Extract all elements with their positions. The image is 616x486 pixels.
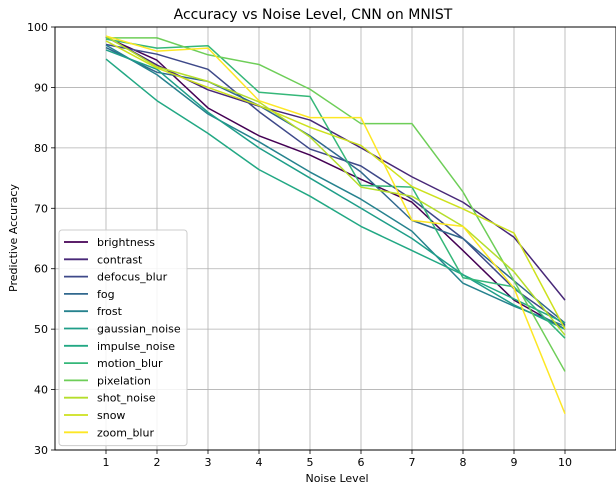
y-tick-label: 60 (34, 263, 48, 276)
y-tick-label: 30 (34, 444, 48, 457)
y-tick-label: 80 (34, 142, 48, 155)
legend-label: pixelation (97, 374, 151, 387)
legend-label: shot_noise (97, 392, 156, 405)
series-line-defocus-blur (105, 43, 566, 326)
x-tick-label: 5 (307, 456, 314, 469)
x-tick-label: 3 (205, 456, 212, 469)
x-axis-label: Noise Level (305, 472, 368, 485)
y-tick-label: 90 (34, 81, 48, 94)
x-tick-label: 8 (460, 456, 467, 469)
y-tick-label: 40 (34, 384, 48, 397)
y-axis-ticks: 30 40 50 60 70 80 90 100 (27, 21, 55, 457)
legend-label: fog (97, 288, 115, 301)
x-tick-label: 7 (409, 456, 416, 469)
legend-label: motion_blur (97, 357, 163, 370)
series-layer (105, 35, 566, 415)
series-line-frost (105, 44, 566, 327)
legend-label: brightness (97, 236, 155, 249)
x-axis-ticks: 1 2 3 4 5 6 7 8 9 10 (103, 450, 572, 469)
series-line-brightness (105, 36, 566, 330)
legend-label: contrast (97, 253, 143, 266)
series-line-shot-noise (105, 35, 566, 336)
legend-label: frost (97, 305, 123, 318)
series-line-impulse-noise (105, 58, 566, 324)
plot-frame (54, 26, 616, 451)
legend-label: zoom_blur (97, 426, 154, 439)
x-tick-label: 10 (558, 456, 572, 469)
legend-label: snow (97, 409, 125, 422)
y-tick-label: 70 (34, 202, 48, 215)
series-line-snow (105, 40, 566, 330)
x-tick-label: 2 (154, 456, 161, 469)
series-line-pixelation (106, 37, 566, 372)
series-line-gaussian-noise (105, 49, 566, 330)
x-tick-label: 9 (511, 456, 518, 469)
x-tick-label: 1 (103, 456, 110, 469)
legend-box (58, 229, 188, 447)
legend-label: gaussian_noise (97, 323, 181, 336)
series-line-zoom-blur (105, 35, 566, 415)
y-axis-label: Predictive Accuracy (7, 184, 20, 292)
legend-label: defocus_blur (97, 271, 168, 284)
x-tick-label: 6 (358, 456, 365, 469)
y-tick-label: 50 (34, 323, 48, 336)
x-tick-label: 4 (256, 456, 263, 469)
y-tick-label: 100 (27, 21, 48, 34)
chart-title: Accuracy vs Noise Level, CNN on MNIST (174, 7, 453, 23)
series-line-fog (105, 46, 566, 324)
legend-label: impulse_noise (97, 340, 175, 353)
